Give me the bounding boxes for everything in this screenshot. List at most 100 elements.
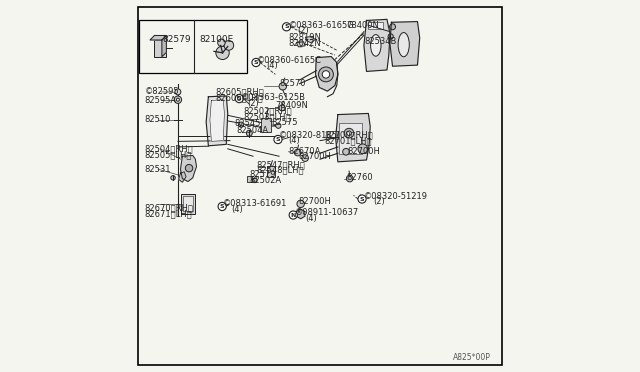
- Circle shape: [347, 131, 351, 135]
- Text: 82545: 82545: [234, 119, 261, 128]
- Circle shape: [211, 116, 222, 128]
- Text: 82042N: 82042N: [289, 39, 321, 48]
- Circle shape: [239, 122, 244, 127]
- Circle shape: [298, 41, 303, 47]
- Bar: [139, 20, 248, 73]
- Text: 82502A: 82502A: [250, 176, 282, 185]
- Polygon shape: [180, 155, 196, 182]
- Text: 82570: 82570: [279, 79, 305, 88]
- Text: S: S: [360, 196, 364, 202]
- Circle shape: [216, 46, 229, 60]
- Text: ©08360-6165C: ©08360-6165C: [257, 56, 322, 65]
- Ellipse shape: [371, 35, 381, 56]
- Text: 82595A: 82595A: [145, 96, 177, 105]
- Polygon shape: [296, 209, 305, 219]
- Text: 82510: 82510: [145, 115, 171, 124]
- Circle shape: [175, 89, 181, 95]
- Circle shape: [279, 105, 285, 111]
- Circle shape: [294, 149, 301, 156]
- Circle shape: [224, 41, 234, 50]
- Text: 82700H: 82700H: [347, 147, 380, 156]
- Circle shape: [253, 178, 257, 183]
- Text: ®08911-10637: ®08911-10637: [295, 208, 359, 217]
- Text: ©08320-51219: ©08320-51219: [364, 192, 428, 201]
- Text: 82671〈LH〉: 82671〈LH〉: [145, 209, 192, 218]
- Polygon shape: [306, 36, 314, 43]
- Circle shape: [346, 175, 353, 182]
- Circle shape: [322, 71, 330, 78]
- Text: ©08363-6165G: ©08363-6165G: [289, 21, 354, 30]
- Circle shape: [319, 67, 333, 82]
- Text: 82548〈LH〉: 82548〈LH〉: [257, 166, 304, 174]
- Text: 82670〈RH〉: 82670〈RH〉: [145, 204, 193, 213]
- Text: 82503〈LH〉: 82503〈LH〉: [244, 112, 291, 121]
- Circle shape: [297, 200, 305, 208]
- Text: 82605〈RH〉: 82605〈RH〉: [216, 87, 264, 96]
- Circle shape: [276, 123, 281, 128]
- Circle shape: [174, 96, 182, 103]
- Circle shape: [344, 128, 354, 138]
- Polygon shape: [206, 96, 228, 146]
- Text: S: S: [220, 204, 225, 209]
- Polygon shape: [150, 36, 166, 40]
- Ellipse shape: [398, 33, 410, 57]
- Circle shape: [186, 164, 193, 172]
- Text: S: S: [276, 137, 280, 142]
- Text: 82504〈RH〉: 82504〈RH〉: [145, 144, 193, 153]
- Polygon shape: [364, 19, 390, 71]
- Circle shape: [390, 24, 396, 30]
- Text: ©08363-6125B: ©08363-6125B: [241, 93, 306, 102]
- Text: (4): (4): [232, 205, 243, 214]
- Text: 82502〈RH〉: 82502〈RH〉: [244, 106, 292, 115]
- Text: ©82595: ©82595: [145, 87, 179, 96]
- Text: 82760: 82760: [346, 173, 372, 182]
- Circle shape: [246, 130, 252, 136]
- Bar: [369, 22, 383, 29]
- Text: 82700〈RH〉: 82700〈RH〉: [324, 131, 373, 140]
- Text: 82579: 82579: [162, 35, 191, 44]
- Text: ©08320-8185J: ©08320-8185J: [279, 131, 340, 140]
- Text: (4): (4): [289, 136, 300, 145]
- Bar: [261, 118, 271, 132]
- Text: 82100E: 82100E: [199, 35, 234, 44]
- Text: 82504A: 82504A: [236, 126, 268, 135]
- Text: 82547〈RH〉: 82547〈RH〉: [257, 160, 305, 169]
- Bar: [339, 123, 362, 154]
- Circle shape: [279, 83, 287, 90]
- Polygon shape: [316, 57, 338, 91]
- Text: ©08313-61691: ©08313-61691: [223, 199, 287, 208]
- Text: 82575: 82575: [271, 118, 298, 127]
- Text: 82819N: 82819N: [289, 33, 321, 42]
- Text: 78400N: 78400N: [346, 21, 379, 30]
- Text: S: S: [284, 24, 289, 29]
- Text: 82606〈LH〉: 82606〈LH〉: [216, 93, 264, 102]
- Circle shape: [358, 144, 367, 154]
- Circle shape: [282, 23, 291, 31]
- Polygon shape: [179, 172, 186, 182]
- Bar: [183, 196, 193, 211]
- Text: (2): (2): [298, 26, 309, 35]
- Circle shape: [274, 135, 282, 144]
- Bar: [267, 166, 275, 177]
- Text: (4): (4): [266, 61, 278, 70]
- Circle shape: [252, 58, 260, 67]
- Text: (2): (2): [373, 197, 385, 206]
- Circle shape: [388, 34, 394, 39]
- Bar: [247, 176, 252, 182]
- Circle shape: [218, 39, 225, 46]
- Circle shape: [358, 195, 366, 203]
- Text: 82700H: 82700H: [299, 198, 332, 206]
- Circle shape: [342, 148, 349, 155]
- Text: S: S: [237, 96, 241, 101]
- Polygon shape: [297, 42, 305, 47]
- Circle shape: [289, 211, 298, 219]
- Text: A825*00P: A825*00P: [453, 353, 491, 362]
- Circle shape: [177, 98, 179, 101]
- Text: 82505〈LH〉: 82505〈LH〉: [145, 150, 192, 159]
- Polygon shape: [162, 36, 166, 57]
- Polygon shape: [335, 113, 370, 162]
- Text: 82670A: 82670A: [289, 147, 321, 156]
- Circle shape: [298, 212, 303, 216]
- Text: 82531: 82531: [145, 165, 171, 174]
- Bar: [154, 40, 166, 57]
